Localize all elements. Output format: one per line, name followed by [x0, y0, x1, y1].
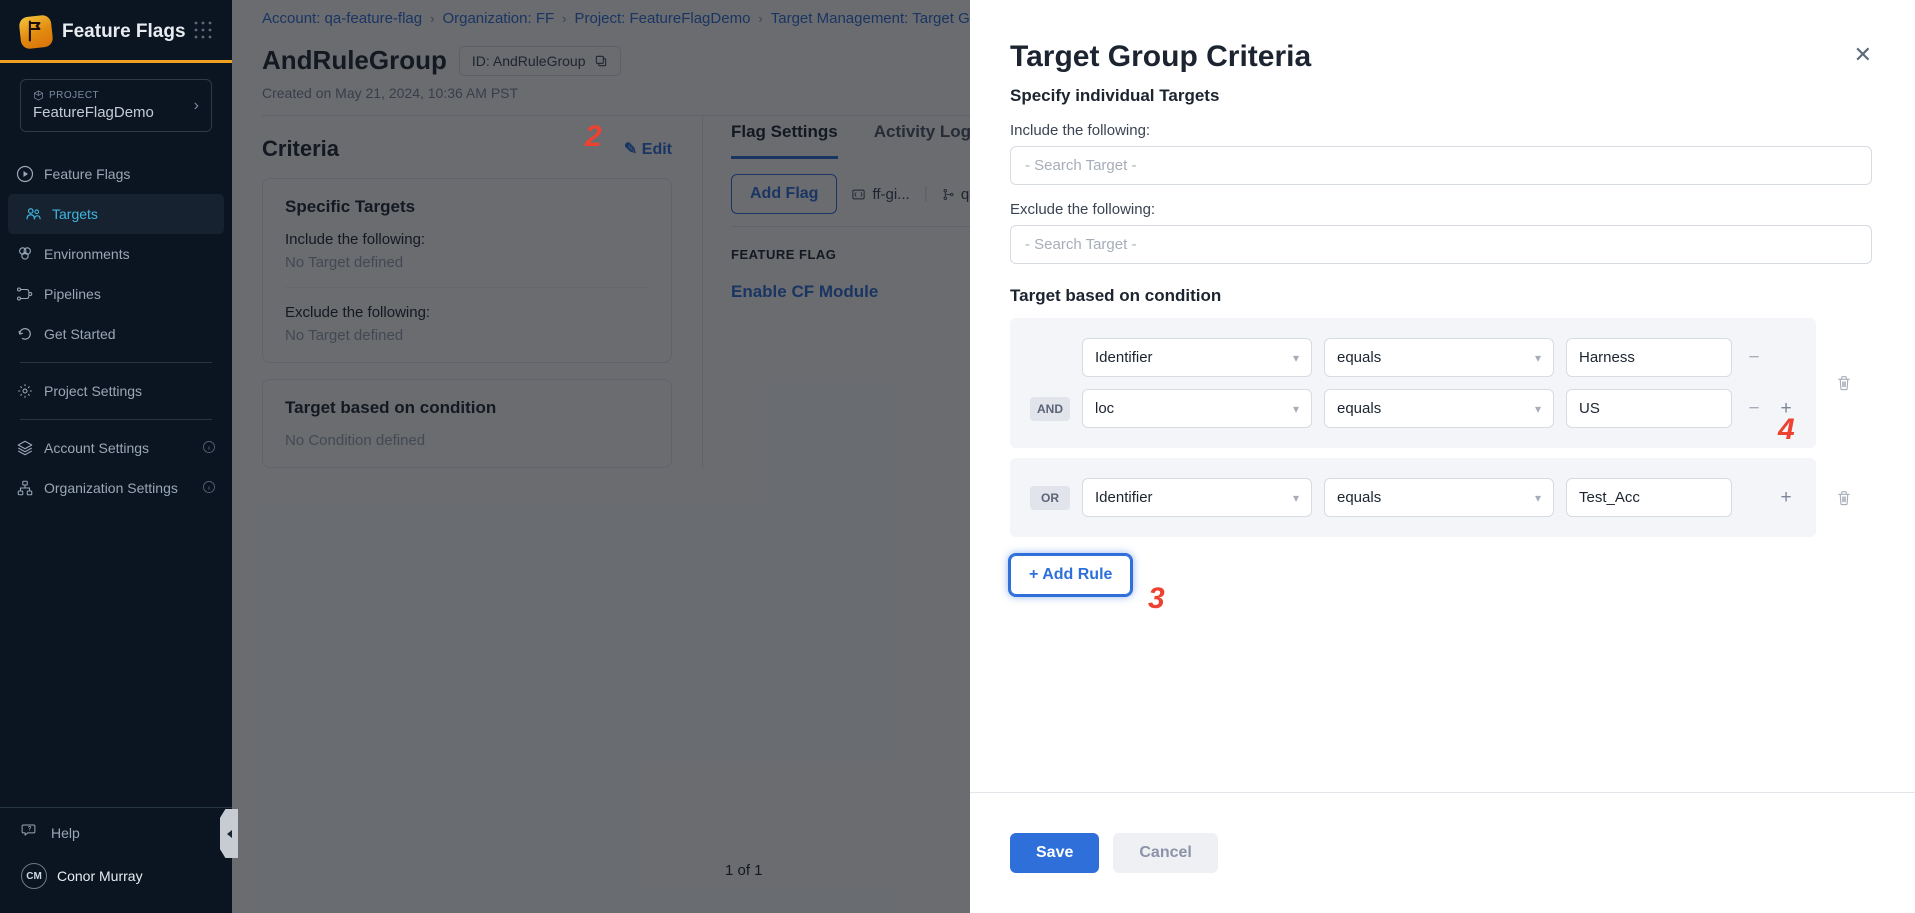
- svg-text:?: ?: [28, 827, 32, 833]
